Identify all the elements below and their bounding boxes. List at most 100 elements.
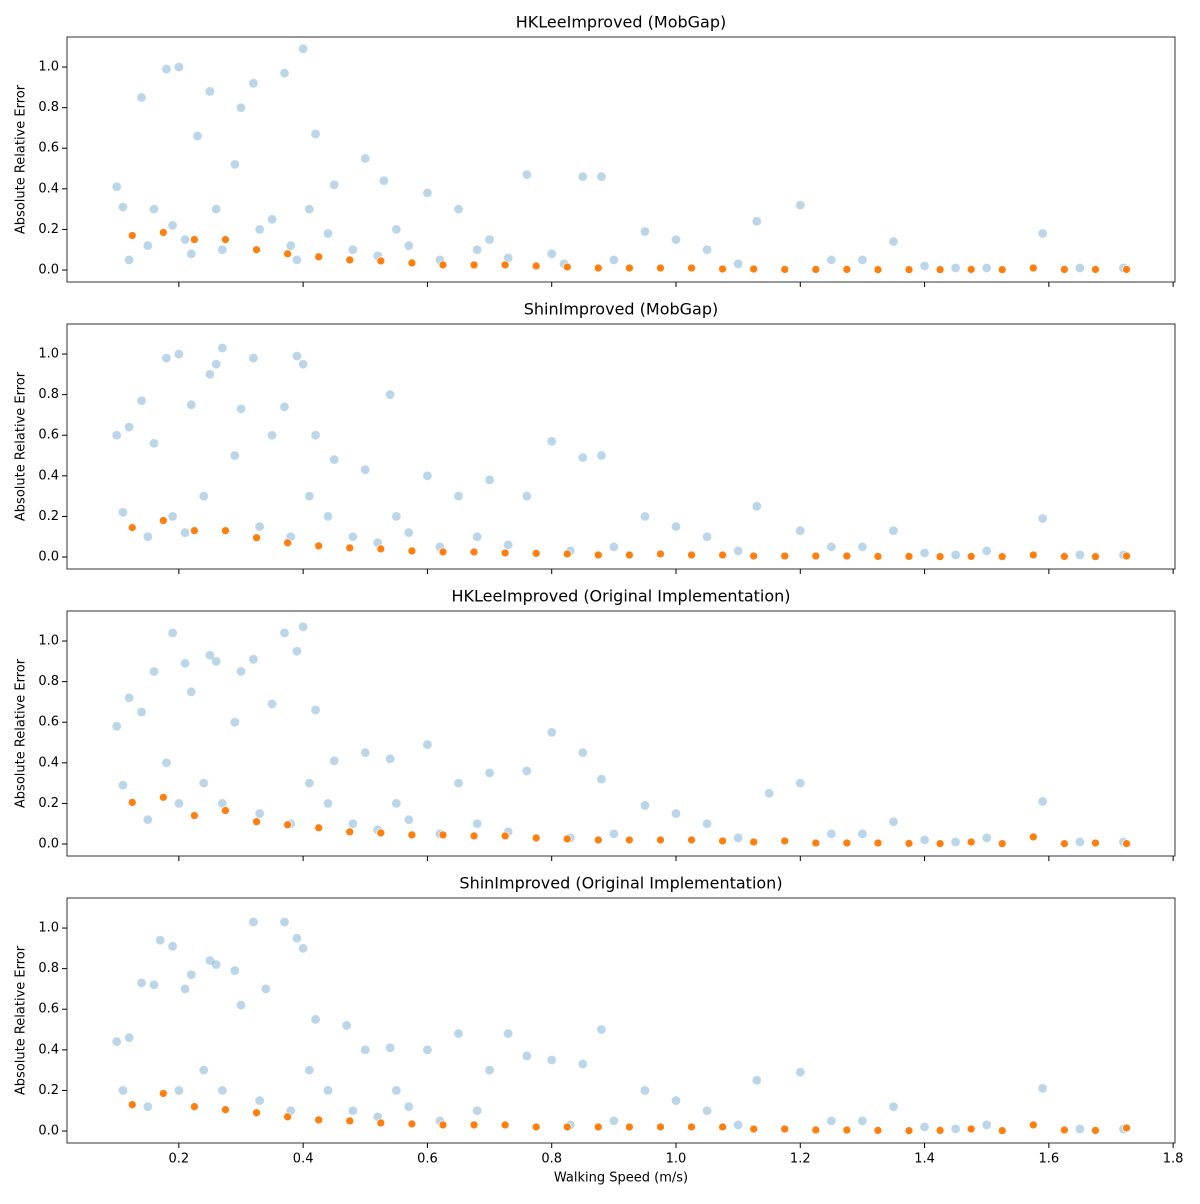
y-axis-label: Absolute Relative Error [14, 84, 29, 234]
point [609, 542, 619, 552]
point [966, 837, 976, 847]
point [267, 214, 277, 225]
point [966, 1124, 976, 1134]
point [749, 551, 759, 561]
point [795, 200, 806, 210]
point [1075, 550, 1085, 560]
point [1028, 832, 1038, 842]
point [279, 628, 290, 638]
point [142, 814, 153, 825]
point [252, 817, 261, 827]
point [857, 829, 868, 839]
point [180, 234, 190, 245]
point [687, 1122, 696, 1132]
point [211, 959, 221, 970]
point [403, 1101, 414, 1112]
y-tick-label: 0.0 [38, 263, 59, 278]
point [718, 836, 727, 846]
point [236, 1000, 246, 1011]
point [780, 551, 790, 561]
y-tick-label: 0.4 [38, 181, 59, 196]
point [158, 228, 168, 237]
point [950, 263, 961, 273]
point [161, 64, 172, 74]
point [403, 527, 414, 538]
point [593, 1122, 603, 1132]
point [345, 827, 355, 837]
point [733, 833, 743, 843]
point [314, 1115, 324, 1125]
axes-frame [66, 897, 1176, 1144]
point [562, 549, 572, 559]
point [935, 265, 945, 274]
x-tick-label: 1.2 [790, 1152, 811, 1167]
point [149, 438, 159, 449]
point [190, 1102, 199, 1112]
point [186, 399, 197, 410]
y-tick-label: 0.0 [38, 550, 59, 565]
point [158, 1089, 168, 1098]
point [687, 263, 696, 273]
point [127, 231, 137, 240]
point [469, 260, 479, 270]
series [111, 343, 1129, 560]
point [625, 263, 634, 273]
point [248, 654, 259, 665]
point [323, 1085, 333, 1096]
point [279, 917, 290, 927]
point [500, 548, 510, 558]
point [180, 527, 190, 538]
point [842, 1125, 852, 1135]
series [111, 621, 1129, 847]
point [888, 816, 899, 827]
point [205, 650, 215, 661]
point [298, 359, 308, 370]
point [577, 452, 588, 463]
x-tick-label: 1.4 [914, 1152, 935, 1167]
point [323, 228, 333, 239]
point [596, 1024, 607, 1035]
y-tick-label: 0.2 [38, 509, 59, 524]
point [142, 531, 153, 542]
point [124, 255, 134, 265]
point [348, 818, 358, 829]
point [751, 501, 762, 512]
point [472, 244, 482, 255]
point [671, 234, 681, 245]
point [857, 255, 868, 265]
point [236, 403, 246, 414]
point [1091, 265, 1100, 274]
point [733, 1120, 743, 1130]
point [298, 43, 308, 54]
y-tick-label: 0.0 [38, 837, 59, 852]
point [221, 235, 230, 244]
point [221, 806, 230, 815]
point [702, 244, 712, 255]
point [403, 814, 414, 825]
point [656, 835, 665, 845]
point [1122, 839, 1131, 848]
point [198, 1065, 209, 1075]
point [671, 1095, 681, 1106]
point [158, 516, 168, 525]
point [500, 1120, 510, 1130]
y-tick-label: 0.2 [38, 796, 59, 811]
point [484, 1065, 495, 1075]
point [453, 1028, 464, 1039]
series [111, 917, 1129, 1134]
point [718, 550, 727, 560]
point [1122, 265, 1131, 274]
y-tick-label: 1.0 [38, 60, 59, 75]
point [229, 717, 240, 728]
point [546, 727, 557, 738]
point [702, 531, 712, 542]
point [873, 552, 883, 561]
point [546, 1055, 557, 1065]
point [997, 552, 1007, 561]
point [966, 265, 976, 274]
point [254, 224, 265, 235]
point [1091, 838, 1100, 848]
point [522, 491, 532, 501]
point [981, 546, 992, 556]
point [795, 1067, 806, 1078]
